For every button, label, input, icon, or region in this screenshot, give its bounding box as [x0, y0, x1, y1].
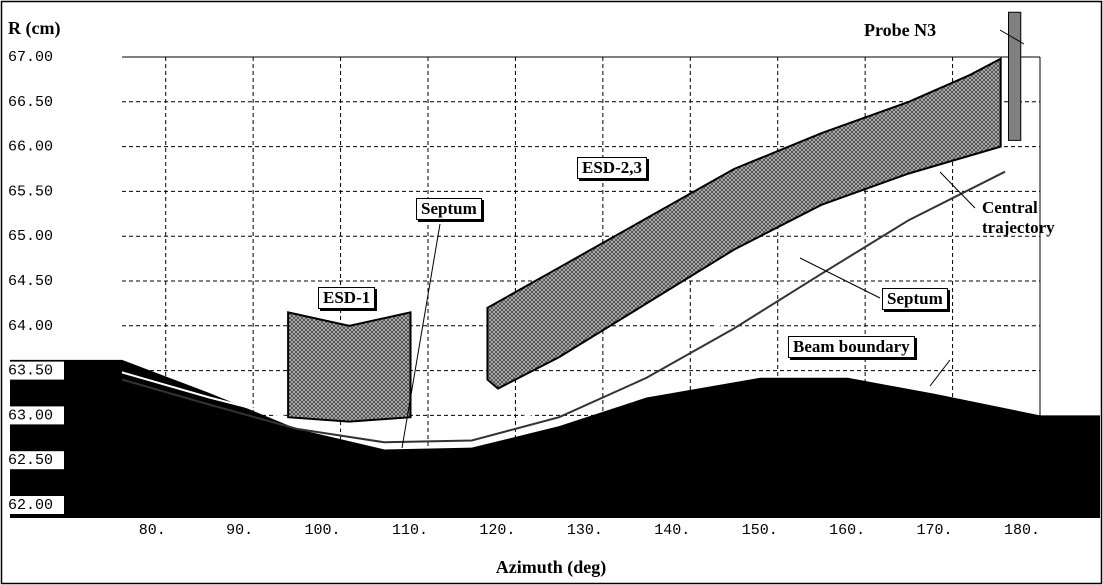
x-tick-label-box [471, 520, 520, 540]
leader-line [401, 223, 441, 449]
x-tick-label: 170. [917, 522, 953, 539]
x-tick-label-box [384, 520, 432, 540]
y-tick-label-box [6, 361, 64, 380]
x-tick-label-box [209, 520, 258, 540]
septum-label-2: Septum [882, 288, 948, 310]
y-tick-label-box [6, 137, 64, 156]
y-tick-label-box [6, 316, 64, 335]
x-tick-label-box [821, 520, 870, 540]
y-tick-label: 62.50 [8, 452, 53, 469]
x-axis-title: Azimuth (deg) [496, 557, 607, 578]
x-tick-label: 120. [479, 522, 515, 539]
x-tick-label: 100. [305, 522, 341, 539]
data-layer [10, 11, 1100, 518]
y-tick-label: 62.00 [8, 497, 53, 514]
region [287, 311, 412, 423]
x-tick-label: 90. [226, 522, 253, 539]
y-tick-label: 66.50 [8, 94, 53, 111]
y-tick-label: 65.50 [8, 183, 53, 200]
trajectory-line [121, 170, 1006, 444]
y-tick-label: 65.00 [8, 228, 53, 245]
beam-area [10, 359, 1100, 518]
y-tick-label: 67.00 [8, 49, 53, 66]
y-tick-label-box [6, 272, 64, 290]
y-tick-label-box [6, 182, 64, 201]
y-tick-label: 64.00 [8, 318, 53, 335]
y-tick-label-box [6, 406, 64, 425]
x-tick-label: 130. [567, 522, 603, 539]
x-tick-label-box [121, 520, 170, 540]
y-tick-label-box [6, 92, 64, 111]
y-tick-label-box [6, 496, 64, 514]
y-tick-label-box [6, 227, 64, 246]
x-tick-label: 80. [139, 522, 166, 539]
x-tick-label: 160. [829, 522, 865, 539]
region [486, 57, 1002, 390]
y-tick-label: 63.50 [8, 363, 53, 380]
leader-line [929, 359, 951, 387]
y-tick-label-box [6, 48, 64, 66]
tick-labels: 62.00 62.50 63.00 63.50 64.00 64.50 65.00 65.50… [6, 48, 1044, 540]
septum-label: Septum [416, 198, 482, 220]
x-tick-label-box [646, 520, 695, 540]
x-tick-label-box [296, 520, 345, 540]
y-tick-label: 66.00 [8, 139, 53, 156]
x-tick-label: 140. [654, 522, 690, 539]
leader-line [939, 171, 976, 209]
x-tick-label-box [558, 520, 607, 540]
y-axis-title: R (cm) [8, 18, 60, 39]
x-tick-label-box [996, 520, 1044, 540]
probe-label: Probe N3 [860, 20, 941, 40]
x-tick-label: 180. [1004, 522, 1040, 539]
y-tick-label: 64.50 [8, 273, 53, 290]
x-tick-label: 110. [392, 522, 428, 539]
x-tick-label-box [733, 520, 782, 540]
esd23-label: ESD-2,3 [577, 157, 647, 179]
leader-line [999, 29, 1025, 45]
beam-label: Beam boundary [788, 336, 915, 358]
x-tick-label: 150. [742, 522, 778, 539]
trajectory-line [121, 161, 1006, 437]
region [1008, 11, 1022, 141]
x-tick-label-box [908, 520, 957, 540]
leader-line [799, 257, 881, 299]
esd1-label: ESD-1 [318, 287, 376, 309]
y-tick-label-box [6, 451, 64, 470]
y-tick-label: 63.00 [8, 407, 53, 424]
trajectory-label: Central trajectory [982, 198, 1055, 237]
